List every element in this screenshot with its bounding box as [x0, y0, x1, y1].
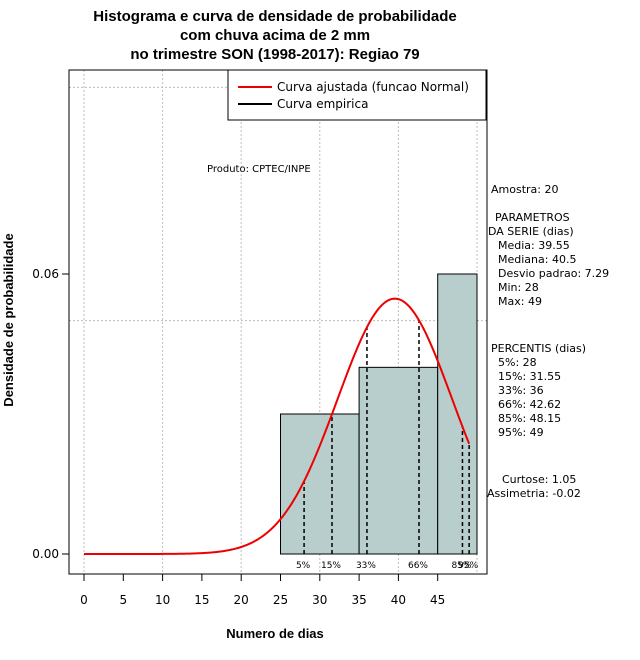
chart-title-line-1: Histograma e curva de densidade de proba…: [93, 8, 456, 25]
x-tick-label: 45: [430, 593, 445, 607]
stat-p85: 85%: 48.15: [498, 412, 561, 425]
x-axis-title: Numero de dias: [226, 626, 324, 641]
x-tick-label: 35: [351, 593, 366, 607]
normal-curve-line: [84, 297, 471, 555]
stat-max: Max: 49: [498, 295, 542, 308]
percentile-label: 33%: [356, 561, 376, 571]
percentile-label: 85%: [451, 561, 471, 571]
histogram-bar: [280, 413, 360, 555]
statistics-panel: Amostra: 20 PARAMETROS DA SERIE (dias) M…: [487, 183, 609, 500]
percentile-label: 66%: [408, 561, 428, 571]
x-tick-label: 20: [234, 593, 249, 607]
stat-media: Media: 39.55: [498, 239, 570, 252]
stat-p33: 33%: 36: [498, 384, 544, 397]
percentile-labels: 5% 15% 33% 66% 85%95%: [296, 561, 479, 571]
x-tick-label: 5: [119, 593, 127, 607]
stat-min: Min: 28: [498, 281, 539, 294]
stat-parametros-subtitle: DA SERIE (dias): [488, 225, 574, 238]
legend-box: [227, 69, 487, 121]
stat-p95: 95%: 49: [498, 426, 544, 439]
stat-p66: 66%: 42.62: [498, 398, 561, 411]
stat-parametros-title: PARAMETROS: [495, 211, 570, 224]
stat-percentis-title: PERCENTIS (dias): [491, 342, 586, 355]
chart-title-line-3: no trimestre SON (1998-2017): Regiao 79: [130, 46, 419, 63]
product-annotation: Produto: CPTEC/INPE: [207, 164, 311, 175]
x-tick-label: 25: [273, 593, 288, 607]
legend: Curva ajustada (funcao Normal) Curva emp…: [227, 69, 487, 121]
stat-curtose: Curtose: 1.05: [502, 473, 576, 486]
stat-mediana: Mediana: 40.5: [498, 253, 576, 266]
x-tick-label: 0: [80, 593, 88, 607]
x-tick-label: 10: [155, 593, 170, 607]
stat-p5: 5%: 28: [498, 356, 537, 369]
chart-title-line-2: com chuva acima de 2 mm: [180, 27, 370, 44]
percentile-label: 15%: [321, 561, 341, 571]
stat-p15: 15%: 31.55: [498, 370, 561, 383]
legend-label-empirical: Curva empirica: [277, 97, 368, 111]
y-axis: 0.00 0.06: [32, 267, 70, 561]
normal-curve: [84, 297, 471, 555]
x-tick-label: 30: [312, 593, 327, 607]
stat-desvio: Desvio padrao: 7.29: [498, 267, 609, 280]
stat-assimetria: Assimetria: -0.02: [487, 487, 581, 500]
histogram-bars: [280, 273, 478, 555]
x-tick-label: 40: [391, 593, 406, 607]
percentile-label: 5%: [296, 561, 311, 571]
y-tick-label: 0.06: [32, 267, 59, 281]
legend-label-normal: Curva ajustada (funcao Normal): [277, 80, 469, 94]
x-axis: 0 5 10 15 20 25 30 35 40 45: [80, 573, 445, 607]
x-tick-label: 15: [194, 593, 209, 607]
stat-amostra: Amostra: 20: [491, 183, 558, 196]
y-axis-title: Densidade de probabilidade: [1, 233, 16, 406]
percentile-label: 95%: [458, 561, 478, 571]
histogram-bar: [358, 366, 439, 555]
percentile-lines: [303, 320, 470, 554]
y-tick-label: 0.00: [32, 547, 59, 561]
